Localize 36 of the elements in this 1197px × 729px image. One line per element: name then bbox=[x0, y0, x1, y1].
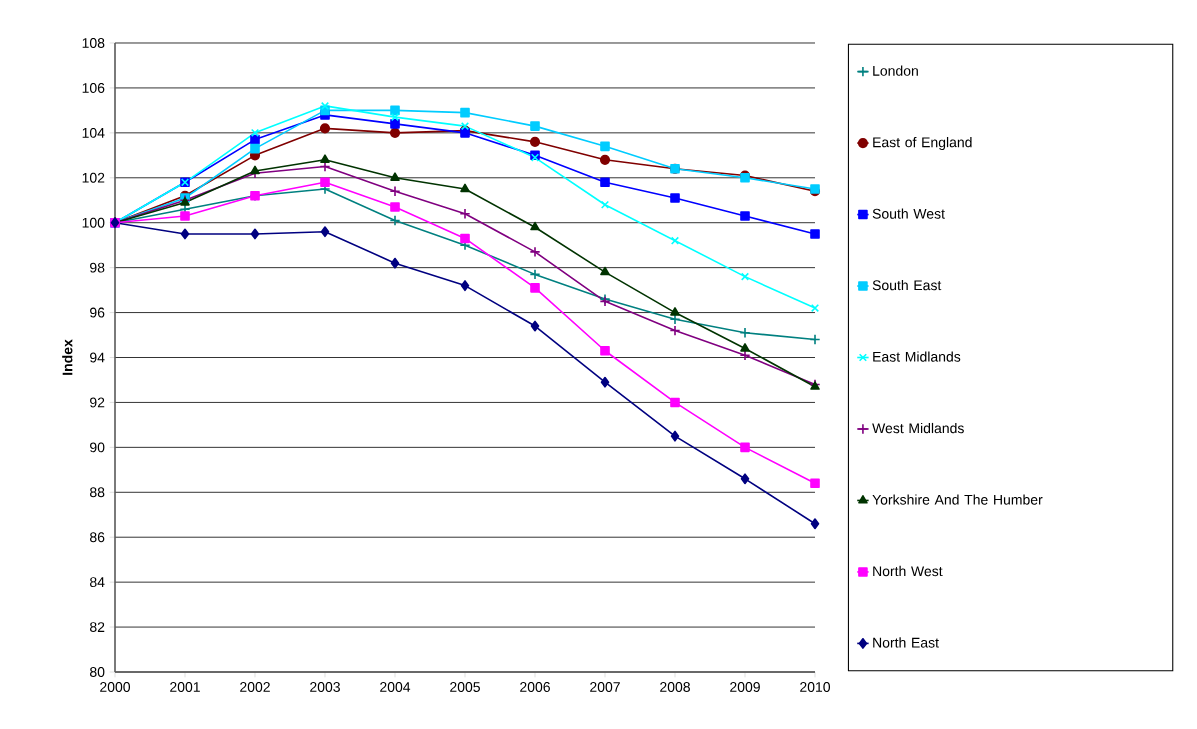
y-tick-label: 92 bbox=[90, 397, 105, 408]
legend-label: East Midlands bbox=[873, 351, 961, 362]
legend-label: London bbox=[873, 65, 918, 76]
y-tick-label: 90 bbox=[90, 442, 105, 453]
y-tick-label: 102 bbox=[82, 172, 105, 183]
legend-label: South East bbox=[872, 279, 942, 291]
y-tick-label: 106 bbox=[82, 82, 105, 93]
y-tick-label: 104 bbox=[82, 127, 105, 138]
legend-label: East of England bbox=[873, 137, 972, 151]
y-axis-title: Index bbox=[62, 339, 73, 375]
y-tick-label: 86 bbox=[90, 532, 105, 543]
y-tick-label: 82 bbox=[90, 622, 105, 633]
x-tick-label: 2003 bbox=[310, 682, 340, 692]
y-tick-label: 80 bbox=[90, 667, 105, 677]
y-tick-label: 94 bbox=[90, 352, 105, 363]
x-tick-label: 2005 bbox=[450, 682, 480, 692]
x-tick-label: 2010 bbox=[800, 682, 831, 692]
legend-label: North East bbox=[873, 637, 939, 648]
x-tick-label: 2006 bbox=[520, 682, 550, 692]
legend-label: South West bbox=[872, 208, 945, 219]
x-tick-label: 2002 bbox=[240, 682, 270, 692]
x-tick-label: 2000 bbox=[100, 682, 131, 692]
legend-label: Yorkshire And The Humber bbox=[872, 494, 1043, 505]
legend-label: North West bbox=[873, 565, 943, 577]
y-tick-label: 100 bbox=[82, 217, 105, 228]
y-tick-label: 98 bbox=[90, 262, 105, 273]
y-tick-label: 84 bbox=[90, 577, 105, 588]
y-tick-label: 108 bbox=[82, 38, 105, 48]
x-tick-label: 2001 bbox=[170, 682, 200, 692]
legend-label: West Midlands bbox=[872, 422, 964, 434]
x-tick-label: 2004 bbox=[380, 682, 411, 692]
x-tick-label: 2007 bbox=[590, 682, 620, 692]
x-tick-label: 2008 bbox=[660, 682, 690, 692]
y-tick-label: 96 bbox=[90, 307, 105, 318]
y-tick-label: 88 bbox=[90, 487, 105, 498]
x-tick-label: 2009 bbox=[730, 682, 760, 692]
